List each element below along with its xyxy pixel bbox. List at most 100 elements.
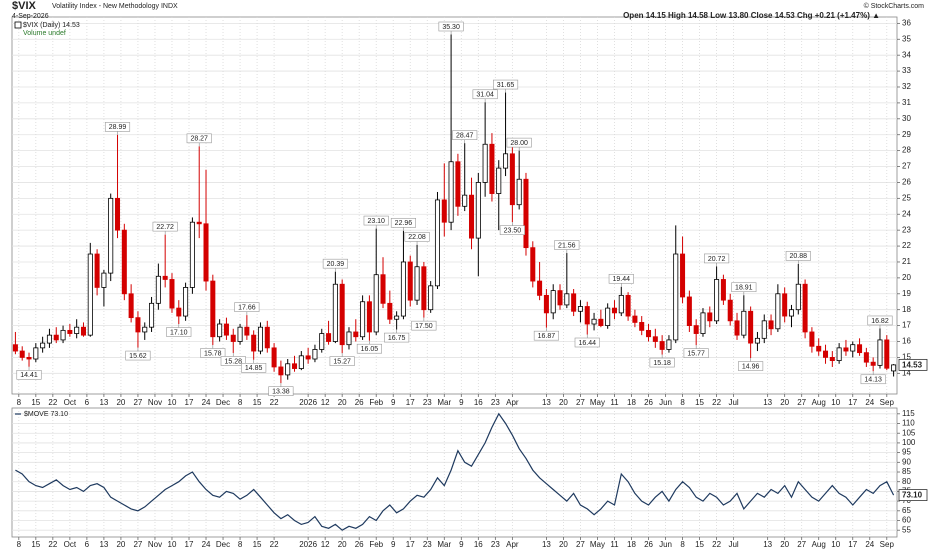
x-tick-label: 12 (321, 540, 330, 549)
annotation-box (104, 122, 131, 132)
y-tick-label: 26 (902, 178, 911, 187)
annotation-label: 28.00 (510, 140, 528, 147)
annotation-label: 15.78 (204, 350, 222, 357)
candle-body (816, 345, 822, 352)
x-tick-label: Dec (216, 398, 230, 407)
candle-body (407, 261, 413, 301)
candle-body (611, 307, 617, 314)
annotation-label: 16.05 (361, 346, 379, 353)
x-tick-label: 27 (797, 540, 806, 549)
annotation-label: 21.56 (558, 242, 576, 249)
candle-body (639, 322, 645, 331)
annotation-label: 16.87 (538, 333, 556, 340)
x-tick-label: 20 (338, 398, 347, 407)
candle-body (387, 302, 393, 320)
annotation-label: 20.72 (708, 256, 726, 263)
annotation-box (452, 130, 478, 140)
candle-body (850, 344, 856, 352)
x-tick-label: 15 (31, 540, 40, 549)
candle-body (863, 352, 869, 363)
x-tick-label: 27 (576, 540, 585, 549)
candle-body (462, 194, 468, 207)
candle-body (305, 355, 311, 360)
annotation-box (608, 273, 634, 284)
x-tick-label: 24 (865, 540, 874, 549)
candle-body (67, 329, 73, 334)
y-tick-label: 17 (902, 321, 911, 330)
annotation-label: 15.62 (129, 353, 147, 360)
y-tick-label: 90 (902, 457, 911, 466)
x-tick-label: Jul (728, 398, 738, 407)
x-tick-label: 27 (133, 398, 142, 407)
annotation-label: 16.75 (388, 335, 406, 342)
x-tick-label: 22 (712, 540, 721, 549)
candle-body (727, 299, 733, 322)
y-tick-label: 15 (902, 353, 911, 362)
x-tick-label: 26 (644, 540, 653, 549)
annotation-label: 20.39 (327, 261, 345, 268)
x-tick-label: Jun (659, 398, 672, 407)
annotation-label: 28.47 (456, 132, 474, 139)
x-tick-label: Aug (812, 540, 826, 549)
candle-body (680, 253, 686, 298)
annotation-box (363, 215, 389, 226)
x-tick-label: 2026 (299, 398, 317, 407)
candle-body (353, 331, 359, 338)
annotation-label: 17.50 (415, 323, 433, 330)
x-tick-label: 27 (133, 540, 142, 549)
candle-body (183, 287, 189, 317)
x-tick-label: 11 (610, 540, 619, 549)
x-tick-label: Apr (506, 540, 519, 549)
x-tick-label: Nov (148, 540, 162, 549)
candle-body (870, 361, 876, 366)
candle-body (543, 294, 549, 314)
annotation-box (438, 21, 464, 32)
x-tick-label: 9 (459, 398, 464, 407)
annotation-label: 17.10 (170, 329, 188, 336)
x-tick-label: 22 (712, 398, 721, 407)
y-tick-label: 14 (902, 368, 911, 377)
annotation-label: 31.04 (476, 92, 494, 99)
y-tick-label: 31 (902, 98, 911, 107)
annotation-label: 14.96 (742, 363, 760, 370)
candle-body (537, 280, 543, 296)
candle-body (176, 307, 182, 317)
x-tick-label: Nov (148, 398, 162, 407)
annotation-box (574, 337, 600, 348)
x-tick-label: 24 (865, 398, 874, 407)
candle-body (714, 279, 720, 322)
candle-body (271, 347, 277, 368)
x-tick-label: 26 (355, 398, 364, 407)
y-tick-label: 18 (902, 305, 911, 314)
annotation-box (533, 330, 559, 341)
annotation-label: 35.30 (442, 24, 460, 31)
candle-body (523, 178, 529, 249)
y-tick-label: 115 (902, 409, 915, 418)
annotation-label: 14.41 (20, 372, 38, 379)
x-tick-label: 13 (763, 540, 772, 549)
x-tick-label: 20 (559, 540, 568, 549)
y-tick-label: 30 (902, 114, 911, 123)
x-tick-label: 2026 (299, 540, 317, 549)
candle-body (346, 331, 352, 346)
candle-body (115, 197, 121, 231)
x-tick-label: 12 (321, 398, 330, 407)
candle-body (40, 342, 46, 349)
x-tick-label: 18 (627, 398, 636, 407)
annotation-label: 14.13 (864, 377, 882, 384)
annotation-label: 16.82 (871, 318, 889, 325)
candle-body (128, 293, 134, 319)
annotation-box (867, 315, 893, 326)
annotation-label: 15.27 (333, 358, 351, 365)
subtitle: Volatility Index - New Methodology INDX (52, 3, 178, 10)
candle-body (809, 331, 815, 347)
candle-body (298, 355, 304, 369)
annotation-label: 22.08 (408, 234, 426, 241)
y-tick-label: 65 (902, 506, 911, 515)
x-tick-label: Oct (64, 540, 77, 549)
x-tick-label: 13 (99, 540, 108, 549)
candle-body (673, 253, 679, 341)
x-tick-label: 16 (474, 398, 483, 407)
annotation-box (322, 258, 348, 269)
x-tick-label: 23 (491, 398, 500, 407)
